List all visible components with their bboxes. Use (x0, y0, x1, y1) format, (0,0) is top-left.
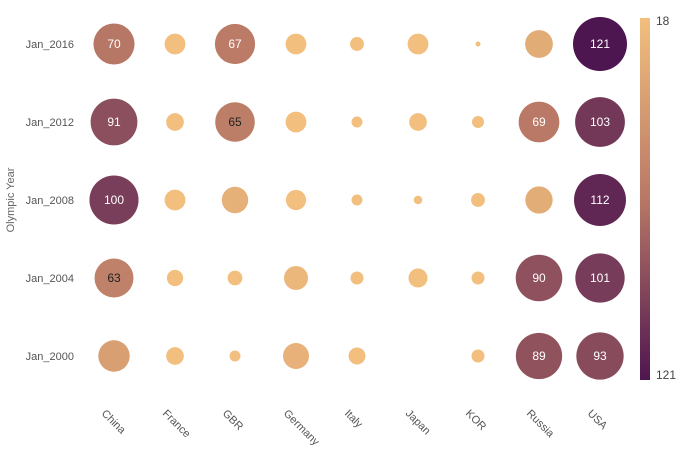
bubble-value-label: 121 (590, 37, 610, 51)
bubble (351, 116, 363, 128)
bubble (515, 332, 563, 380)
bubble-value-label: 91 (107, 115, 121, 129)
x-tick-label: KOR (463, 408, 488, 433)
y-axis-title: Olympic Year (5, 167, 17, 232)
legend-min-label: 121 (656, 368, 676, 382)
color-legend-bar (640, 18, 650, 380)
x-tick-label: GBR (220, 408, 245, 433)
y-tick-label: Jan_2000 (26, 351, 74, 363)
bubble (575, 97, 625, 147)
y-axis-ticks: Jan_2016 Jan_2012 Jan_2008 Jan_2004 Jan_2000 (26, 39, 74, 363)
bubble-value-label: 63 (107, 271, 121, 285)
x-tick-label: Japan (403, 408, 433, 438)
bubble-value-label: 90 (532, 271, 546, 285)
bubble (575, 253, 625, 303)
bubble (573, 17, 627, 71)
x-tick-label: Russia (524, 408, 557, 441)
bubble (221, 186, 249, 214)
y-tick-label: Jan_2012 (26, 117, 74, 129)
bubble (471, 193, 485, 207)
bubble (471, 349, 485, 363)
y-tick-label: Jan_2016 (26, 39, 74, 51)
bubble (285, 189, 307, 211)
bubble (229, 350, 241, 362)
color-legend: 18 121 (640, 14, 676, 382)
bubble (574, 174, 626, 226)
bubble-value-label: 100 (104, 193, 124, 207)
bubble (408, 268, 428, 288)
bubbles: 70 67 121 91 65 69 103 100 112 63 90 101 89 93 (89, 17, 627, 380)
bubble (351, 194, 363, 206)
bubble (525, 30, 553, 58)
bubble-value-label: 93 (593, 349, 607, 363)
bubble (407, 33, 429, 55)
bubble (350, 271, 364, 285)
bubble (214, 23, 256, 65)
bubble-value-label: 69 (532, 115, 546, 129)
bubble (89, 175, 139, 225)
bubble (285, 33, 307, 55)
bubble (93, 23, 135, 65)
x-tick-label: Italy (342, 408, 365, 431)
bubble-value-label: 103 (590, 115, 610, 129)
bubble (94, 258, 134, 298)
x-tick-label: USA (585, 408, 610, 433)
bubble (283, 265, 309, 291)
bubble (348, 347, 366, 365)
bubble (475, 41, 481, 47)
bubble (409, 113, 427, 131)
bubble (227, 270, 243, 286)
x-tick-label: China (99, 408, 128, 437)
bubble-value-label: 112 (590, 193, 609, 207)
bubble (525, 186, 553, 214)
bubble (215, 102, 255, 142)
bubble-value-label: 65 (228, 115, 242, 129)
bubble (471, 271, 485, 285)
x-tick-label: Germany (281, 408, 322, 449)
legend-max-label: 18 (656, 14, 670, 28)
y-tick-label: Jan_2008 (26, 195, 74, 207)
bubble (164, 33, 186, 55)
bubble (166, 269, 184, 287)
y-tick-label: Jan_2004 (26, 273, 74, 285)
bubble-value-label: 89 (532, 349, 546, 363)
bubble (166, 113, 184, 131)
bubble (283, 343, 309, 369)
bubble (413, 195, 423, 205)
bubble-value-label: 101 (590, 271, 610, 285)
bubble (515, 254, 563, 302)
bubble (576, 332, 624, 380)
bubble-value-label: 70 (107, 37, 121, 51)
bubble (98, 340, 130, 372)
bubble (90, 98, 138, 146)
bubble (350, 37, 364, 51)
bubble (285, 111, 307, 133)
bubble (164, 189, 186, 211)
bubble-value-label: 67 (228, 37, 242, 51)
bubble (471, 115, 485, 129)
bubble (518, 101, 560, 143)
x-axis-ticks: China France GBR Germany Italy Japan KOR Russia… (99, 408, 610, 449)
x-tick-label: France (160, 408, 193, 441)
bubble (166, 347, 184, 365)
